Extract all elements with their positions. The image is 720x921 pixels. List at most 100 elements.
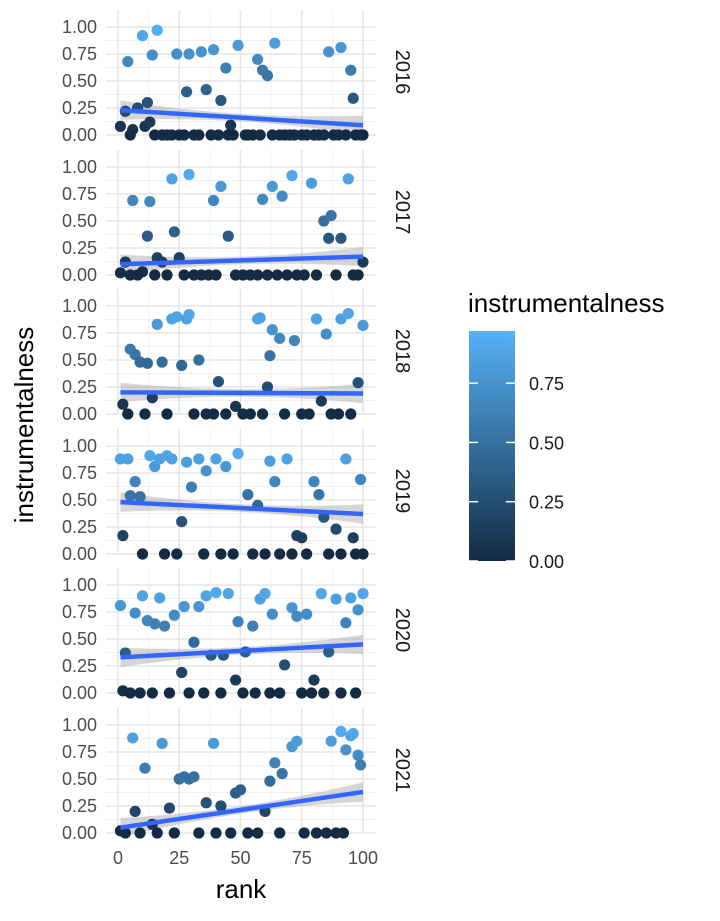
data-point bbox=[335, 687, 347, 699]
data-point bbox=[212, 376, 225, 388]
data-point bbox=[281, 453, 293, 465]
data-point bbox=[305, 687, 318, 699]
data-point bbox=[146, 687, 158, 699]
data-point bbox=[261, 269, 274, 281]
data-point bbox=[168, 609, 180, 621]
data-point bbox=[276, 768, 288, 780]
data-point bbox=[207, 44, 220, 56]
data-point bbox=[264, 687, 276, 699]
data-point bbox=[183, 48, 195, 60]
data-point bbox=[256, 193, 269, 205]
y-tick-label: 0.50 bbox=[62, 490, 97, 510]
data-point bbox=[288, 334, 300, 347]
panel-2019: 0.00 0.25 0.50 0.75 1.00 2019 bbox=[62, 429, 413, 564]
data-point bbox=[127, 732, 139, 744]
trend-line bbox=[120, 254, 364, 267]
data-point bbox=[357, 129, 369, 141]
data-point bbox=[149, 618, 161, 630]
data-point bbox=[342, 173, 354, 185]
data-point bbox=[117, 530, 129, 542]
y-tick-label: 0.00 bbox=[62, 544, 97, 564]
data-point bbox=[323, 232, 335, 244]
y-tick-label: 1.00 bbox=[62, 575, 97, 595]
data-point bbox=[114, 120, 127, 132]
data-point bbox=[149, 269, 161, 281]
data-point bbox=[337, 827, 349, 839]
data-point bbox=[298, 827, 310, 839]
data-point bbox=[286, 548, 298, 560]
data-point bbox=[252, 269, 264, 281]
facet-strip-label: 2018 bbox=[391, 329, 413, 374]
data-point bbox=[193, 827, 205, 839]
data-point bbox=[296, 687, 308, 699]
data-point bbox=[320, 827, 332, 839]
data-point bbox=[129, 607, 141, 619]
data-point bbox=[340, 617, 352, 629]
data-point bbox=[161, 269, 173, 281]
data-point bbox=[188, 636, 200, 648]
data-point bbox=[212, 129, 225, 141]
data-point bbox=[266, 608, 278, 620]
data-point bbox=[198, 687, 210, 699]
y-axis-title: instrumentalness bbox=[9, 327, 39, 524]
data-point bbox=[301, 548, 313, 560]
data-point bbox=[352, 269, 364, 281]
data-point bbox=[264, 350, 276, 362]
data-point bbox=[286, 170, 298, 182]
data-point bbox=[144, 450, 156, 462]
facet-strip-label: 2020 bbox=[391, 608, 413, 653]
trend-line bbox=[120, 642, 364, 660]
panel-2017: 0.00 0.25 0.50 0.75 1.00 2017 bbox=[62, 150, 413, 285]
data-point bbox=[252, 53, 264, 65]
data-point bbox=[266, 180, 278, 193]
y-tick-label: 0.75 bbox=[62, 323, 97, 343]
data-point bbox=[215, 687, 227, 699]
trend-line bbox=[120, 789, 364, 830]
data-point bbox=[332, 408, 345, 420]
data-point bbox=[345, 408, 357, 420]
data-point bbox=[345, 592, 357, 604]
data-point bbox=[354, 759, 367, 771]
data-point bbox=[166, 453, 178, 465]
data-point bbox=[156, 356, 168, 368]
data-point bbox=[310, 313, 323, 325]
y-tick-label: 0.25 bbox=[62, 238, 97, 258]
data-point bbox=[230, 674, 242, 686]
data-point bbox=[188, 771, 200, 783]
data-point bbox=[298, 269, 310, 281]
data-point bbox=[195, 46, 207, 58]
y-tick-label: 0.75 bbox=[62, 602, 97, 622]
data-point bbox=[323, 548, 335, 560]
data-point bbox=[156, 737, 168, 749]
data-point bbox=[122, 408, 134, 420]
data-point bbox=[136, 548, 149, 560]
data-point bbox=[296, 532, 308, 544]
data-point bbox=[340, 744, 352, 756]
data-point bbox=[281, 269, 293, 281]
data-point bbox=[286, 602, 298, 614]
y-tick-label: 0.75 bbox=[62, 44, 97, 64]
data-point bbox=[200, 797, 212, 809]
data-point bbox=[210, 269, 222, 281]
data-point bbox=[222, 588, 234, 600]
facet-strip-label: 2016 bbox=[391, 50, 413, 95]
trend-line bbox=[120, 390, 364, 396]
data-point bbox=[207, 737, 220, 749]
data-point bbox=[340, 129, 352, 141]
data-point bbox=[168, 827, 180, 839]
data-point bbox=[313, 489, 325, 501]
data-point bbox=[335, 725, 347, 738]
y-tick-label: 0.50 bbox=[62, 769, 97, 789]
data-point bbox=[134, 491, 146, 503]
data-point bbox=[146, 49, 158, 61]
data-point bbox=[183, 309, 195, 321]
data-point bbox=[193, 453, 205, 465]
data-point bbox=[352, 604, 364, 616]
y-tick-label: 0.50 bbox=[62, 629, 97, 649]
panel-2018: 0.00 0.25 0.50 0.75 1.00 2018 bbox=[62, 289, 413, 424]
data-point bbox=[193, 354, 205, 366]
facet-panels: 0.00 0.25 0.50 0.75 1.00 2016 0.00 0.25 0.50 0.75… bbox=[62, 10, 413, 868]
y-tick-label: 0.00 bbox=[62, 265, 97, 285]
data-point bbox=[274, 332, 286, 344]
